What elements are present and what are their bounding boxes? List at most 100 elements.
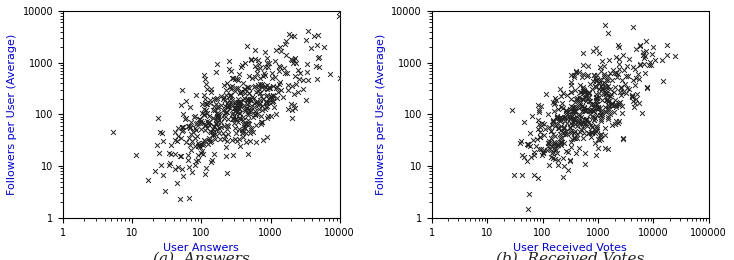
Point	[570, 119, 581, 124]
Point	[208, 97, 219, 101]
Point	[264, 85, 275, 89]
Point	[261, 135, 273, 139]
Point	[235, 90, 247, 94]
Point	[608, 110, 619, 114]
Point	[203, 136, 214, 140]
Point	[589, 131, 601, 135]
Point	[573, 119, 584, 123]
Point	[634, 43, 646, 47]
Point	[589, 96, 601, 100]
Point	[222, 124, 233, 128]
Point	[232, 97, 244, 101]
Point	[261, 61, 273, 66]
Point	[586, 87, 598, 91]
Point	[255, 122, 266, 126]
Point	[574, 89, 586, 94]
Point	[174, 197, 186, 201]
Point	[518, 155, 530, 159]
Point	[579, 108, 591, 112]
Point	[543, 141, 555, 146]
Point	[228, 76, 239, 81]
Point	[548, 100, 559, 104]
Point	[527, 138, 539, 142]
Point	[591, 102, 603, 106]
Point	[555, 141, 567, 145]
Point	[559, 149, 571, 153]
Point	[611, 119, 622, 123]
Point	[255, 94, 266, 99]
Point	[208, 132, 219, 136]
Point	[244, 126, 256, 130]
Point	[569, 117, 581, 121]
Point	[593, 78, 605, 82]
Point	[333, 14, 345, 18]
Point	[573, 95, 584, 99]
Point	[261, 101, 273, 106]
Point	[640, 49, 652, 54]
Point	[639, 54, 651, 58]
Point	[308, 34, 320, 38]
Point	[228, 121, 240, 125]
Point	[532, 176, 544, 180]
Point	[549, 134, 561, 138]
Point	[230, 136, 241, 141]
Point	[222, 105, 233, 109]
Point	[233, 116, 245, 120]
Point	[595, 119, 607, 123]
Point	[633, 76, 644, 81]
Point	[169, 152, 181, 156]
Point	[288, 103, 300, 107]
Point	[557, 175, 569, 179]
Point	[286, 83, 298, 88]
Point	[592, 96, 603, 100]
Point	[142, 178, 154, 182]
Point	[635, 63, 647, 68]
Point	[554, 116, 566, 120]
Point	[198, 138, 210, 142]
Point	[581, 124, 593, 128]
Point	[603, 99, 614, 103]
Point	[213, 126, 225, 130]
Point	[600, 84, 611, 89]
Point	[230, 139, 242, 143]
Point	[646, 52, 658, 56]
Point	[556, 94, 567, 98]
Point	[260, 94, 272, 98]
Point	[195, 142, 206, 146]
Point	[639, 71, 650, 75]
Point	[591, 113, 603, 117]
Point	[248, 96, 260, 100]
Point	[550, 98, 562, 102]
Point	[633, 101, 644, 105]
Point	[536, 153, 548, 157]
Point	[567, 105, 579, 109]
Point	[579, 122, 591, 126]
Point	[565, 90, 577, 94]
Point	[550, 116, 562, 120]
Point	[526, 113, 538, 118]
Point	[294, 71, 306, 75]
Point	[568, 105, 580, 109]
Point	[637, 50, 649, 54]
Point	[290, 74, 302, 78]
Point	[255, 120, 267, 124]
Point	[192, 121, 203, 125]
Point	[602, 79, 614, 83]
Point	[565, 80, 577, 84]
Point	[334, 9, 346, 13]
Point	[603, 71, 615, 75]
Point	[598, 64, 610, 68]
Point	[559, 125, 570, 129]
Point	[191, 134, 203, 138]
Point	[521, 159, 533, 163]
Point	[603, 147, 614, 151]
Point	[207, 108, 219, 112]
Point	[200, 102, 211, 106]
Point	[554, 119, 566, 123]
Point	[209, 108, 221, 112]
Point	[567, 120, 578, 124]
Point	[242, 113, 254, 117]
Point	[250, 100, 262, 104]
Point	[293, 77, 305, 81]
Point	[540, 92, 552, 96]
